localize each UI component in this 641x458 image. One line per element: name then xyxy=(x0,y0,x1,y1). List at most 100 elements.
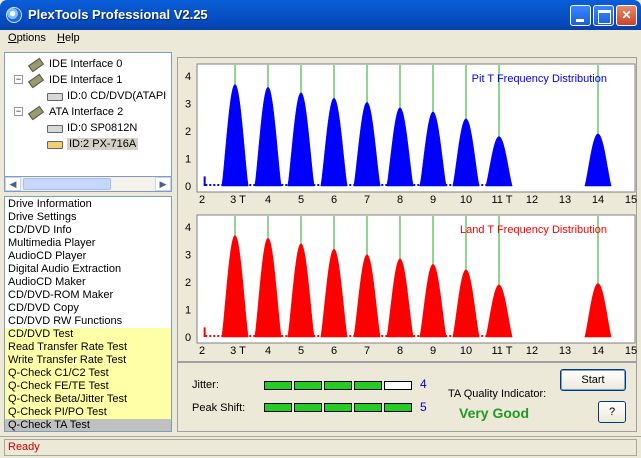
x-tick-label: 6 xyxy=(331,194,337,206)
x-tick-label: 9 xyxy=(430,194,436,206)
distribution-peak xyxy=(584,283,612,338)
minimize-button[interactable] xyxy=(570,5,591,26)
function-item[interactable]: CD/DVD RW Functions xyxy=(8,315,123,327)
y-tick-label: 4 xyxy=(185,222,191,234)
x-tick-label: 4 xyxy=(265,194,271,206)
x-tick-label: 6 xyxy=(331,345,337,357)
x-tick-label: 9 xyxy=(430,345,436,357)
x-tick-label: 10 xyxy=(460,345,472,357)
function-item[interactable]: AudioCD Maker xyxy=(8,276,86,288)
results-panel: Jitter: 4 Peak Shift: 5 TA Quality Indic… xyxy=(177,362,637,432)
function-item[interactable]: AudioCD Player xyxy=(8,250,87,262)
function-item[interactable]: Digital Audio Extraction xyxy=(8,263,122,275)
meter-segment xyxy=(354,403,382,412)
x-tick-label: 13 xyxy=(559,345,571,357)
distribution-peak xyxy=(287,243,315,338)
function-item[interactable]: Multimedia Player xyxy=(8,237,96,249)
quality-indicator-label: TA Quality Indicator: xyxy=(448,388,547,400)
baseline-stub xyxy=(203,176,206,186)
distribution-peak xyxy=(287,92,315,187)
menu-bar: Options Help xyxy=(0,30,641,48)
tree-item-px-716a[interactable]: ID:2 PX-716A xyxy=(45,137,171,153)
y-tick-label: 3 xyxy=(185,250,191,262)
interface-chip-icon xyxy=(27,57,45,73)
tree-item-label: ID:0 SP0812N xyxy=(67,122,138,134)
meter-segment xyxy=(384,403,412,412)
function-item[interactable]: CD/DVD Test xyxy=(5,328,171,341)
device-tree[interactable]: − − IDE Interface 0 IDE Interface 1 ID:0… xyxy=(4,52,172,192)
distribution-peak xyxy=(320,248,348,338)
interface-chip-icon xyxy=(27,105,45,121)
function-item[interactable]: Q-Check PI/PO Test xyxy=(5,406,171,419)
x-tick-label: 14 xyxy=(592,345,604,357)
scroll-thumb[interactable] xyxy=(23,178,111,190)
x-tick-label: 3 T xyxy=(230,194,246,206)
y-tick-label: 3 xyxy=(185,99,191,111)
baseline-stub xyxy=(203,327,206,337)
start-button[interactable]: Start xyxy=(560,369,626,391)
tree-item-ata-interface-2[interactable]: ATA Interface 2 xyxy=(27,105,171,121)
tree-item-label: ATA Interface 2 xyxy=(49,106,124,118)
tree-item-ide-interface-0[interactable]: IDE Interface 0 xyxy=(27,57,171,73)
function-item[interactable]: Write Transfer Rate Test xyxy=(5,354,171,367)
x-tick-label: 2 xyxy=(199,194,205,206)
distribution-peak xyxy=(386,107,414,187)
jitter-value: 4 xyxy=(420,377,427,391)
tree-item-sp0812n[interactable]: ID:0 SP0812N xyxy=(45,121,171,137)
distribution-peak xyxy=(419,111,447,187)
distribution-peak xyxy=(485,136,513,187)
function-item[interactable]: Read Transfer Rate Test xyxy=(5,341,171,354)
distribution-peak xyxy=(485,284,513,338)
x-tick-label: 5 xyxy=(298,345,304,357)
function-item[interactable]: CD/DVD Copy xyxy=(8,302,79,314)
scroll-right-icon[interactable]: ▶ xyxy=(155,177,171,191)
optical-drive-icon xyxy=(47,141,63,149)
x-tick-label: 14 xyxy=(592,194,604,206)
meter-segment xyxy=(384,381,412,390)
window-title: PlexTools Professional V2.25 xyxy=(28,7,208,22)
x-tick-label: 8 xyxy=(397,194,403,206)
help-button[interactable]: ? xyxy=(598,401,626,423)
peak-shift-label: Peak Shift: xyxy=(192,402,246,414)
function-item[interactable]: Drive Information xyxy=(8,198,92,210)
y-tick-label: 1 xyxy=(185,154,191,166)
distribution-peak xyxy=(452,118,480,187)
status-text: Ready xyxy=(8,441,40,453)
function-item[interactable]: CD/DVD-ROM Maker xyxy=(8,289,114,301)
function-list[interactable]: Drive Information Drive Settings CD/DVD In… xyxy=(4,196,172,432)
title-bar[interactable]: PlexTools Professional V2.25 ✕ xyxy=(0,0,641,30)
y-tick-label: 0 xyxy=(185,332,191,344)
x-tick-label: 4 xyxy=(265,345,271,357)
menu-help[interactable]: Help xyxy=(57,32,80,44)
tree-item-label: ID:0 CD/DVD(ATAPI xyxy=(67,90,167,102)
collapse-icon[interactable]: − xyxy=(14,74,23,84)
function-item[interactable]: Q-Check C1/C2 Test xyxy=(5,367,171,380)
function-item[interactable]: Q-Check TA Test xyxy=(5,419,171,431)
meter-segment xyxy=(324,381,352,390)
jitter-label: Jitter: xyxy=(192,379,219,391)
tree-item-ide-interface-1[interactable]: IDE Interface 1 xyxy=(27,73,171,89)
menu-options[interactable]: Options xyxy=(8,32,46,44)
maximize-button[interactable] xyxy=(593,5,614,26)
function-item[interactable]: Q-Check Beta/Jitter Test xyxy=(5,393,171,406)
distribution-peak xyxy=(584,133,612,187)
x-tick-label: 12 xyxy=(526,345,538,357)
status-bar: Ready xyxy=(0,436,641,458)
tree-horizontal-scrollbar[interactable]: ◀ ▶ xyxy=(4,176,172,192)
distribution-peak xyxy=(353,101,381,187)
function-item[interactable]: Q-Check FE/TE Test xyxy=(5,380,171,393)
y-tick-label: 2 xyxy=(185,277,191,289)
function-item[interactable]: CD/DVD Info xyxy=(8,224,72,236)
x-tick-label: 10 xyxy=(460,194,472,206)
collapse-icon[interactable]: − xyxy=(14,106,23,116)
function-item[interactable]: Drive Settings xyxy=(8,211,77,223)
tree-item-cd-dvd-atapi[interactable]: ID:0 CD/DVD(ATAPI xyxy=(45,89,171,105)
tree-item-label: IDE Interface 0 xyxy=(49,58,123,70)
app-logo-icon xyxy=(6,7,22,23)
scroll-left-icon[interactable]: ◀ xyxy=(5,177,21,191)
distribution-peak xyxy=(320,97,348,187)
close-button[interactable]: ✕ xyxy=(616,5,637,26)
x-tick-label: 5 xyxy=(298,194,304,206)
x-tick-label: 13 xyxy=(559,194,571,206)
peak-shift-meter xyxy=(264,403,414,412)
